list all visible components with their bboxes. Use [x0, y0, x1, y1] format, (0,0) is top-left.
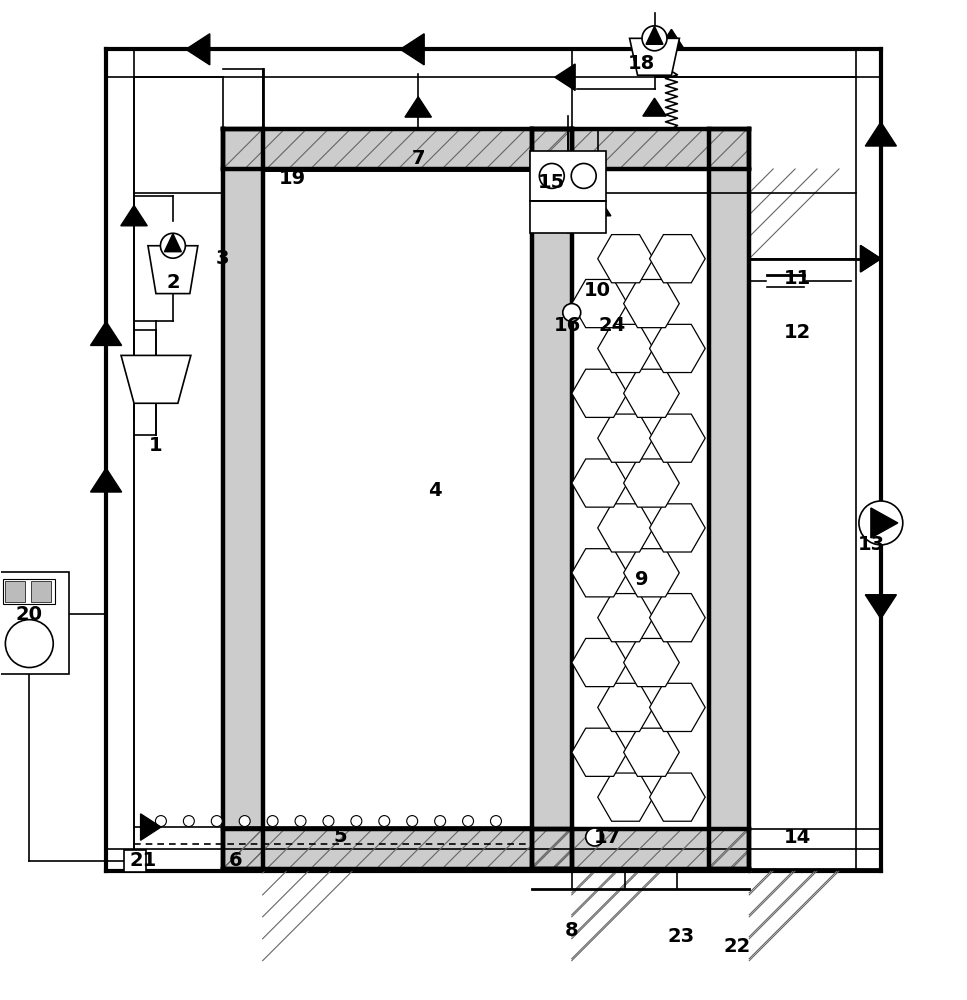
Polygon shape	[861, 245, 881, 272]
Text: 20: 20	[15, 605, 43, 624]
Circle shape	[379, 816, 390, 827]
Text: 3: 3	[216, 249, 229, 268]
Circle shape	[490, 816, 502, 827]
Bar	[530, 201, 605, 233]
Bar	[3, 579, 55, 604]
Polygon shape	[643, 98, 666, 116]
Circle shape	[6, 620, 53, 668]
Circle shape	[161, 233, 186, 258]
Circle shape	[434, 816, 446, 827]
Text: 22: 22	[723, 937, 751, 956]
Text: 13: 13	[858, 535, 885, 554]
Polygon shape	[555, 64, 575, 90]
Bar	[6, 581, 25, 602]
Circle shape	[156, 816, 166, 827]
Text: 15: 15	[539, 173, 566, 192]
Text: 9: 9	[634, 570, 648, 589]
Bar	[124, 850, 146, 872]
Circle shape	[642, 26, 667, 51]
Text: 21: 21	[130, 851, 157, 870]
Text: 18: 18	[628, 54, 656, 73]
Circle shape	[295, 816, 306, 827]
Text: 11: 11	[783, 269, 810, 288]
Text: 6: 6	[229, 851, 243, 870]
Circle shape	[462, 816, 474, 827]
Polygon shape	[871, 508, 897, 538]
Text: 1: 1	[149, 436, 162, 455]
Circle shape	[540, 163, 565, 188]
Polygon shape	[865, 122, 896, 146]
Bar	[0, 572, 70, 674]
Text: 4: 4	[428, 481, 442, 500]
Text: 14: 14	[783, 828, 810, 847]
Text: 23: 23	[668, 927, 695, 946]
Text: 17: 17	[594, 828, 621, 847]
Circle shape	[323, 816, 334, 827]
Circle shape	[211, 816, 222, 827]
Polygon shape	[584, 195, 611, 216]
Polygon shape	[865, 595, 896, 619]
Bar	[530, 151, 605, 201]
Text: 24: 24	[598, 316, 626, 335]
Circle shape	[239, 816, 250, 827]
Polygon shape	[121, 205, 147, 226]
Circle shape	[407, 816, 418, 827]
Circle shape	[267, 816, 278, 827]
Bar	[31, 581, 51, 602]
Polygon shape	[121, 355, 190, 403]
Text: 19: 19	[279, 169, 307, 188]
Text: 16: 16	[554, 316, 581, 335]
Polygon shape	[861, 245, 881, 272]
Polygon shape	[400, 34, 425, 65]
Polygon shape	[164, 234, 182, 252]
Polygon shape	[91, 468, 122, 492]
Polygon shape	[91, 322, 122, 345]
Polygon shape	[659, 29, 683, 47]
Text: 8: 8	[565, 921, 578, 940]
Text: 2: 2	[166, 273, 180, 292]
Polygon shape	[405, 97, 431, 117]
Circle shape	[563, 304, 581, 322]
Text: 10: 10	[584, 281, 611, 300]
Circle shape	[859, 501, 903, 545]
Text: 7: 7	[411, 149, 425, 168]
Circle shape	[351, 816, 362, 827]
Circle shape	[571, 163, 597, 188]
Polygon shape	[148, 246, 198, 294]
Circle shape	[586, 828, 603, 846]
Text: 12: 12	[783, 323, 810, 342]
Polygon shape	[140, 814, 161, 840]
Polygon shape	[186, 34, 210, 65]
Polygon shape	[630, 38, 680, 75]
Polygon shape	[646, 26, 663, 44]
Circle shape	[184, 816, 194, 827]
Text: 5: 5	[334, 827, 347, 846]
